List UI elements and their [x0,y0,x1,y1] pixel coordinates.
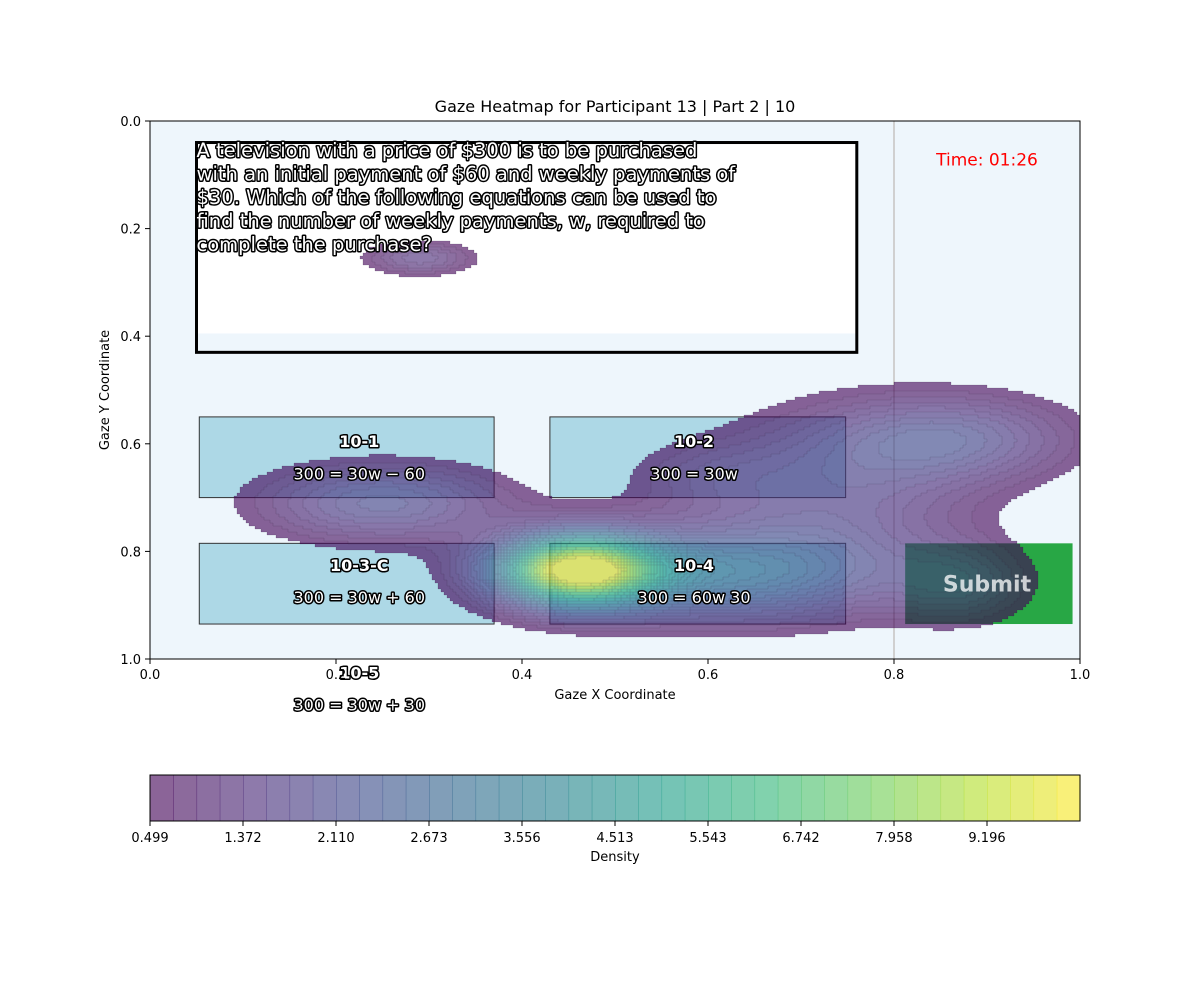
colorbar-swatch [405,775,430,821]
question-line: find the number of weekly payments, w, r… [197,210,705,233]
density-level-13 [495,532,765,610]
colorbar-tick-label: 1.372 [224,831,261,846]
colorbar-swatch [917,775,942,821]
colorbar-swatch [661,775,686,821]
x-tick-label: 0.8 [884,668,905,683]
colorbar-swatch [196,775,221,821]
density-level-11 [489,529,807,610]
stimulus-labels: A television with a price of $300 is to … [195,138,1038,717]
y-tick-label: 1.0 [120,653,141,668]
x-axis-label: Gaze X Coordinate [554,688,675,703]
y-tick-label: 0.6 [120,438,141,453]
y-tick-label: 0.4 [120,330,141,345]
colorbar-swatch [1010,775,1035,821]
colorbar-swatch [336,775,360,821]
colorbar-swatch [382,775,407,821]
colorbar-swatch [289,775,314,821]
option-id-label: 10-5 [339,663,379,682]
colorbar-swatch [591,775,616,821]
density-contour-lines [233,240,1080,638]
colorbar-swatch [777,775,802,821]
colorbar-swatch [545,775,570,821]
colorbar-label: Density [590,850,640,865]
colorbar-swatch [824,775,849,821]
colorbar-tick-label: 0.499 [131,831,168,846]
axes: 0.0 0.2 0.4 0.6 0.8 1.00.00.20.40.60.81.0 [120,115,1090,683]
colorbar-swatch [150,775,174,821]
y-axis-label: Gaze Y Coordinate [98,330,113,450]
colorbar-swatch [894,775,918,821]
colorbar-swatch [963,775,988,821]
colorbar-swatch [1033,775,1058,821]
colorbar-swatch [173,775,198,821]
colorbar-tick-label: 3.556 [503,831,540,846]
colorbar-swatch [452,775,477,821]
x-tick-label: 0.4 [512,668,533,683]
question-line: A television with a price of $300 is to … [197,139,698,162]
density-level-3 [288,250,1044,625]
option-id-label: 10-4 [674,556,714,575]
x-tick-label: 1.0 [1070,668,1091,683]
colorbar-swatch [940,775,965,821]
option-equation-label: 300 = 30w + 30 [294,696,426,715]
x-tick-label: 0.6 [698,668,719,683]
colorbar-tick-label: 9.196 [968,831,1005,846]
timer-text: Time: 01:26 [935,151,1038,171]
plot-frame [149,120,1081,660]
option-id-label: 10-1 [339,432,379,451]
colorbar: 0.499 1.372 2.110 2.673 3.556 4.513 5.543 6.742… [131,774,1081,846]
colorbar-tick-label: 6.742 [782,831,819,846]
option-equation-label: 300 = 30w + 60 [294,588,426,607]
colorbar-swatch [708,775,732,821]
colorbar-swatch [731,775,756,821]
x-tick-label: 0.2 [326,668,347,683]
colorbar-swatch [312,775,337,821]
colorbar-swatch [475,775,500,821]
question-line: complete the purchase? [197,233,432,256]
colorbar-swatch [987,775,1011,821]
colorbar-swatch [754,775,779,821]
question-line: with an initial payment of $60 and weekl… [197,163,737,186]
colorbar-swatch [638,775,663,821]
colorbar-swatch [1056,775,1081,821]
submit-label: Submit [943,573,1032,598]
colorbar-swatch [498,775,523,821]
colorbar-swatch [522,775,546,821]
colorbar-swatch [847,775,872,821]
y-tick-label: 0.8 [120,545,141,560]
option-equation-label: 300 = 30w − 60 [294,464,426,483]
colorbar-swatch [359,775,384,821]
colorbar-swatch [568,775,593,821]
question-line: $30. Which of the following equations ca… [197,186,717,209]
colorbar-tick-label: 2.673 [410,831,447,846]
colorbar-tick-label: 5.543 [689,831,726,846]
colorbar-tick-label: 7.958 [875,831,912,846]
colorbar-swatch [266,775,291,821]
option-id-label: 10-2 [674,432,714,451]
colorbar-swatch [684,775,709,821]
colorbar-swatch [615,775,639,821]
option-equation-label: 300 = 30w [650,464,738,483]
density-level-6 [336,418,1002,619]
chart-title: Gaze Heatmap for Participant 13 | Part 2… [435,97,796,116]
density-level-8 [480,430,966,616]
y-tick-label: 0.2 [120,223,141,238]
x-tick-label: 0.0 [140,668,161,683]
colorbar-tick-label: 2.110 [317,831,354,846]
colorbar-swatch [870,775,895,821]
y-tick-label: 0.0 [120,115,141,130]
colorbar-swatch [219,775,244,821]
density-level-39 [552,556,618,583]
option-id-label: 10-3-C [330,556,388,575]
density-contours [233,240,1080,638]
density-level-12 [492,532,789,610]
colorbar-tick-label: 4.513 [596,831,633,846]
question-area [196,142,857,334]
colorbar-swatch [243,775,267,821]
option-equation-label: 300 = 60w 30 [638,588,751,607]
colorbar-swatch [801,775,825,821]
colorbar-swatch [429,775,453,821]
question-box [195,141,859,354]
